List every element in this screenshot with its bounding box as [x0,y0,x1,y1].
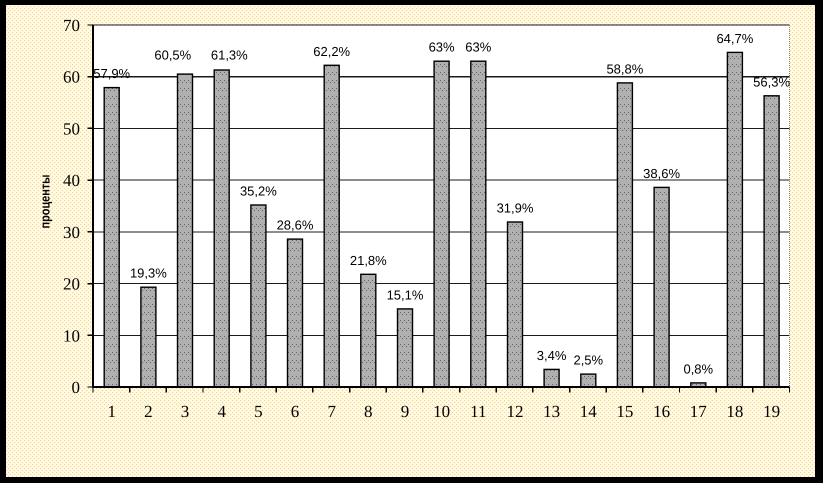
svg-text:4: 4 [217,402,226,421]
svg-text:70: 70 [63,16,80,35]
svg-text:2,5%: 2,5% [573,353,603,368]
svg-text:11: 11 [470,402,486,421]
svg-text:3,4%: 3,4% [537,348,567,363]
svg-text:60,5%: 60,5% [154,47,191,62]
svg-text:63%: 63% [465,40,491,55]
svg-text:15: 15 [616,402,633,421]
svg-text:1: 1 [107,402,116,421]
svg-text:56,3%: 56,3% [753,74,790,89]
svg-text:15,1%: 15,1% [387,287,424,302]
svg-text:20: 20 [63,275,80,294]
svg-text:12: 12 [507,402,524,421]
svg-text:62,2%: 62,2% [313,44,350,59]
svg-text:60: 60 [63,68,80,87]
svg-text:38,6%: 38,6% [643,166,680,181]
svg-text:19,3%: 19,3% [130,266,167,281]
svg-text:10: 10 [63,326,80,345]
svg-text:13: 13 [543,402,560,421]
svg-text:2: 2 [144,402,153,421]
svg-text:8: 8 [364,402,373,421]
svg-text:61,3%: 61,3% [211,47,248,62]
svg-text:0: 0 [72,378,81,397]
svg-text:0,8%: 0,8% [683,361,713,376]
svg-text:6: 6 [291,402,300,421]
svg-text:14: 14 [580,402,598,421]
svg-text:9: 9 [401,402,410,421]
svg-text:63%: 63% [429,40,455,55]
svg-text:21,8%: 21,8% [350,253,387,268]
svg-text:35,2%: 35,2% [240,184,277,199]
svg-text:30: 30 [63,223,80,242]
svg-text:17: 17 [690,402,708,421]
svg-text:31,9%: 31,9% [497,201,534,216]
svg-text:40: 40 [63,171,80,190]
svg-text:16: 16 [653,402,670,421]
svg-text:64,7%: 64,7% [716,31,753,46]
svg-text:58,8%: 58,8% [606,61,643,76]
svg-text:18: 18 [726,402,743,421]
svg-text:28,6%: 28,6% [277,218,314,233]
svg-text:57,9%: 57,9% [93,66,130,81]
svg-text:3: 3 [181,402,190,421]
svg-text:7: 7 [327,402,336,421]
svg-text:10: 10 [433,402,450,421]
svg-text:5: 5 [254,402,263,421]
svg-text:проценты: проценты [37,175,52,229]
svg-text:19: 19 [763,402,780,421]
svg-text:50: 50 [63,119,80,138]
